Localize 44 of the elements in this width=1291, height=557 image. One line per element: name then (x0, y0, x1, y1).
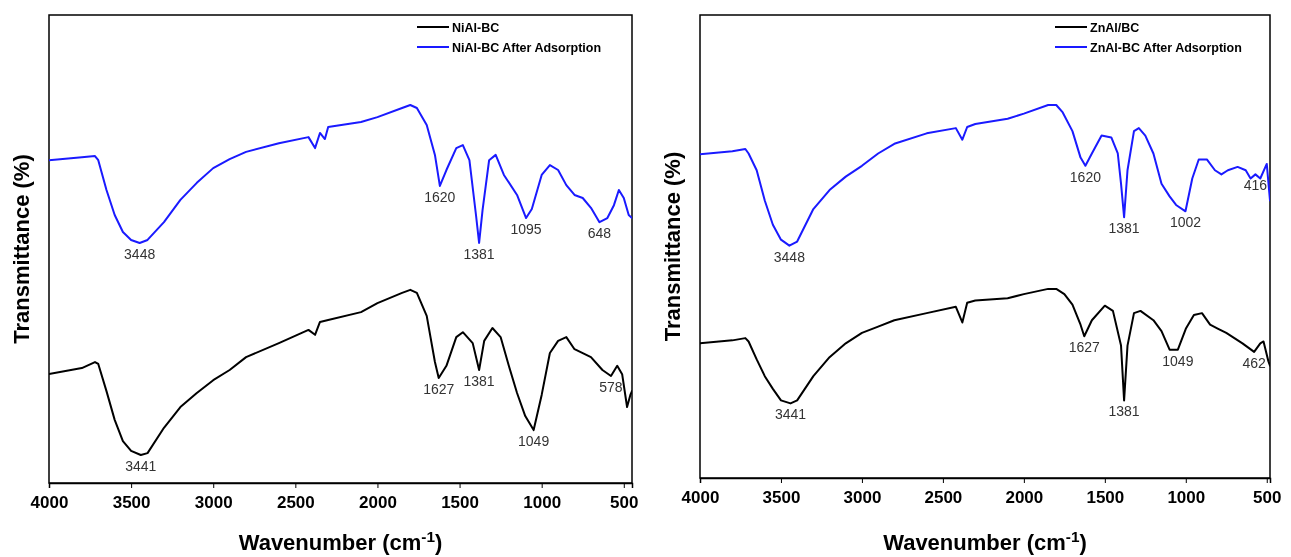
x-tick-label: 3500 (762, 488, 801, 507)
annotation: 1627 (1068, 339, 1101, 356)
annotation: 1381 (1108, 220, 1140, 237)
x-tick-label: 1000 (1167, 488, 1206, 507)
y-axis-title: Transmittance (%) (660, 151, 685, 342)
annotation: 1620 (1069, 168, 1102, 185)
x-tick-label: 500 (1253, 488, 1282, 507)
annotation: 648 (587, 225, 612, 242)
x-tick-label: 1500 (1086, 488, 1125, 507)
x-tick-label: 2000 (359, 493, 397, 512)
x-tick-label: 3500 (112, 493, 151, 512)
legend-label: ZnAl/BC (1090, 20, 1140, 35)
annotation: 1002 (1169, 214, 1202, 231)
legend-label: ZnAl-BC After Adsorption (1090, 40, 1242, 55)
legend-label: NiAl-BC After Adsorption (452, 40, 602, 55)
annotation: 3441 (774, 406, 807, 423)
x-axis-title: Wavenumber (cm$^{-1}$) (883, 527, 1087, 555)
annotation: 1381 (1108, 403, 1140, 420)
y-axis-title: Transmittance (%) (9, 154, 34, 344)
x-tick-label: 2000 (1005, 488, 1044, 507)
annotation: 1381 (463, 245, 495, 262)
annotation: 1049 (518, 433, 550, 450)
x-tick-label: 3000 (843, 488, 882, 507)
x-tick-label: 2500 (276, 493, 315, 512)
x-tick-label: 4000 (681, 488, 720, 507)
x-axis-title: Wavenumber (cm$^{-1}$) (238, 527, 443, 555)
x-tick-label: 4000 (30, 493, 69, 512)
x-tick-label: 500 (610, 493, 639, 512)
annotation: 578 (599, 379, 623, 396)
x-tick-label: 1500 (441, 493, 479, 512)
annotation: 1627 (423, 380, 455, 397)
annotation: 3448 (773, 248, 806, 265)
legend-label: NiAl-BC (452, 20, 500, 35)
annotation: 1095 (510, 221, 542, 238)
annotation: 1620 (424, 188, 456, 205)
annotation: 3448 (124, 245, 156, 262)
x-tick-label: 1000 (523, 493, 562, 512)
annotation: 462 (1242, 354, 1267, 371)
annotation: 3441 (125, 458, 157, 475)
annotation: 1049 (1162, 352, 1194, 369)
annotation: 416 (1243, 177, 1268, 194)
x-tick-label: 3000 (194, 493, 233, 512)
annotation: 1381 (463, 372, 495, 389)
x-tick-label: 2500 (924, 488, 963, 507)
